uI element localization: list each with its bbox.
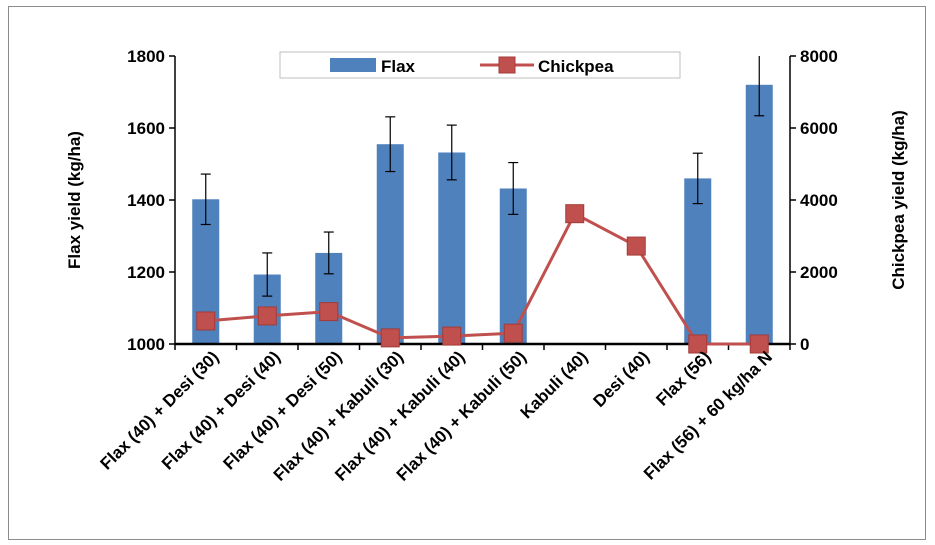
error-bar — [323, 231, 334, 275]
y-axis-title-right: Chickpea yield (kg/ha) — [889, 110, 908, 290]
error-bar — [446, 124, 457, 181]
category-labels: Flax (40) + Desi (30)Flax (40) + Desi (4… — [97, 347, 777, 484]
x-tick-label: Flax (56) + 60 kg/ha N — [640, 347, 776, 483]
error-bar — [385, 116, 396, 173]
legend-label-chickpea: Chickpea — [538, 57, 614, 76]
chickpea-point — [257, 306, 277, 326]
chickpea-line — [196, 204, 769, 354]
x-tick-label: Flax (56) — [652, 347, 714, 409]
y-axis-title-left: Flax yield (kg/ha) — [65, 131, 84, 269]
legend-label-flax: Flax — [381, 57, 416, 76]
chickpea-point — [503, 323, 523, 343]
chickpea-point — [565, 204, 585, 224]
chickpea-series-line — [205, 211, 760, 346]
chickpea-point — [380, 328, 400, 348]
chickpea-point — [749, 334, 769, 354]
x-tick-label: Flax (40) + Desi (30) — [97, 347, 223, 473]
flax-bar — [376, 144, 404, 344]
tick-labels: 1000 1200 1400 1600 1800 0 2000 4000 6000 8000 — [127, 47, 838, 354]
error-bar — [200, 173, 211, 226]
flax-bar — [745, 84, 773, 345]
chickpea-point — [196, 311, 216, 331]
flax-error-bars — [200, 56, 765, 297]
y-tick-label-left: 1400 — [127, 191, 165, 210]
x-tick-label: Flax (40) + Desi (40) — [158, 347, 284, 473]
y-tick-label-left: 1600 — [127, 119, 165, 138]
x-tick-label: Desi (40) — [590, 347, 654, 411]
axes — [169, 55, 796, 350]
error-bar — [508, 161, 519, 215]
error-bar — [262, 252, 273, 297]
y-tick-label-right: 4000 — [800, 191, 838, 210]
y-tick-label-right: 6000 — [800, 119, 838, 138]
y-tick-label-right: 2000 — [800, 263, 838, 282]
flax-bar — [684, 178, 712, 344]
y-tick-label-left: 1000 — [127, 335, 165, 354]
chart-frame — [8, 6, 926, 540]
error-bar — [754, 56, 765, 117]
x-tick-label: Kabuli (40) — [517, 347, 592, 422]
y-tick-label-left: 1200 — [127, 263, 165, 282]
y-tick-label-right: 8000 — [800, 47, 838, 66]
error-bar — [692, 152, 703, 205]
flax-bars — [192, 84, 773, 345]
chickpea-point — [442, 326, 462, 346]
chickpea-point — [688, 334, 708, 354]
flax-bar — [438, 152, 466, 344]
y-tick-label-left: 1800 — [127, 47, 165, 66]
chickpea-point — [626, 236, 646, 256]
legend-swatch-flax — [330, 58, 376, 72]
legend: Flax Chickpea — [279, 51, 681, 79]
legend-marker-chickpea — [498, 56, 516, 74]
x-tick-label: Flax (40) + Desi (50) — [220, 347, 346, 473]
y-tick-label-right: 0 — [800, 335, 809, 354]
chickpea-point — [319, 302, 339, 322]
